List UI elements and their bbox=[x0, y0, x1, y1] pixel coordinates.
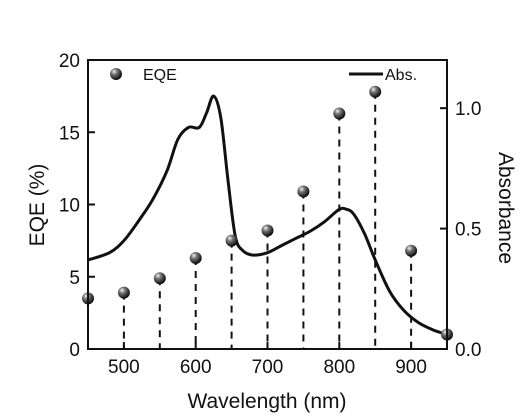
eqe-point bbox=[261, 224, 274, 237]
absorbance-series bbox=[88, 94, 447, 337]
x-tick-label: 900 bbox=[395, 357, 427, 378]
legend-eqe-label: EQE bbox=[143, 67, 177, 84]
y2-tick-label: 0.5 bbox=[455, 220, 481, 241]
y2-tick-label: 1.0 bbox=[455, 99, 481, 120]
x-tick-label: 600 bbox=[180, 357, 212, 378]
legend-abs-label: Abs. bbox=[385, 67, 417, 84]
eqe-point bbox=[333, 107, 346, 120]
y-tick-label: 0 bbox=[69, 340, 80, 361]
y2-tick-label: 0.0 bbox=[455, 340, 481, 361]
y2-axis-title: Absorbance bbox=[494, 152, 517, 264]
x-tick-label: 500 bbox=[108, 357, 140, 378]
axis-tick-labels: 500 600 700 800 900 0 5 10 15 20 0.0 0.5 1.0 bbox=[59, 51, 482, 378]
eqe-point bbox=[297, 185, 310, 198]
y-tick-label: 5 bbox=[69, 268, 80, 289]
eqe-point bbox=[117, 286, 130, 299]
eqe-point bbox=[189, 251, 202, 264]
x-axis-title: Wavelength (nm) bbox=[187, 390, 346, 413]
eqe-point bbox=[369, 85, 382, 98]
legend-eqe-marker bbox=[110, 68, 122, 80]
eqe-point bbox=[153, 272, 166, 285]
absorbance-line bbox=[88, 94, 447, 337]
x-tick-label: 700 bbox=[252, 357, 284, 378]
legend: EQE Abs. bbox=[110, 67, 417, 84]
x-tick-label: 800 bbox=[323, 357, 355, 378]
eqe-point bbox=[405, 244, 418, 257]
eqe-series bbox=[82, 85, 453, 341]
axis-ticks bbox=[88, 59, 447, 350]
y-tick-label: 10 bbox=[59, 196, 80, 217]
y-tick-label: 20 bbox=[59, 51, 80, 72]
eqe-point bbox=[225, 234, 238, 247]
y-axis-title: EQE (%) bbox=[26, 164, 49, 247]
y-tick-label: 15 bbox=[59, 123, 80, 144]
drop-lines bbox=[87, 91, 448, 349]
plot-frame bbox=[87, 59, 448, 350]
